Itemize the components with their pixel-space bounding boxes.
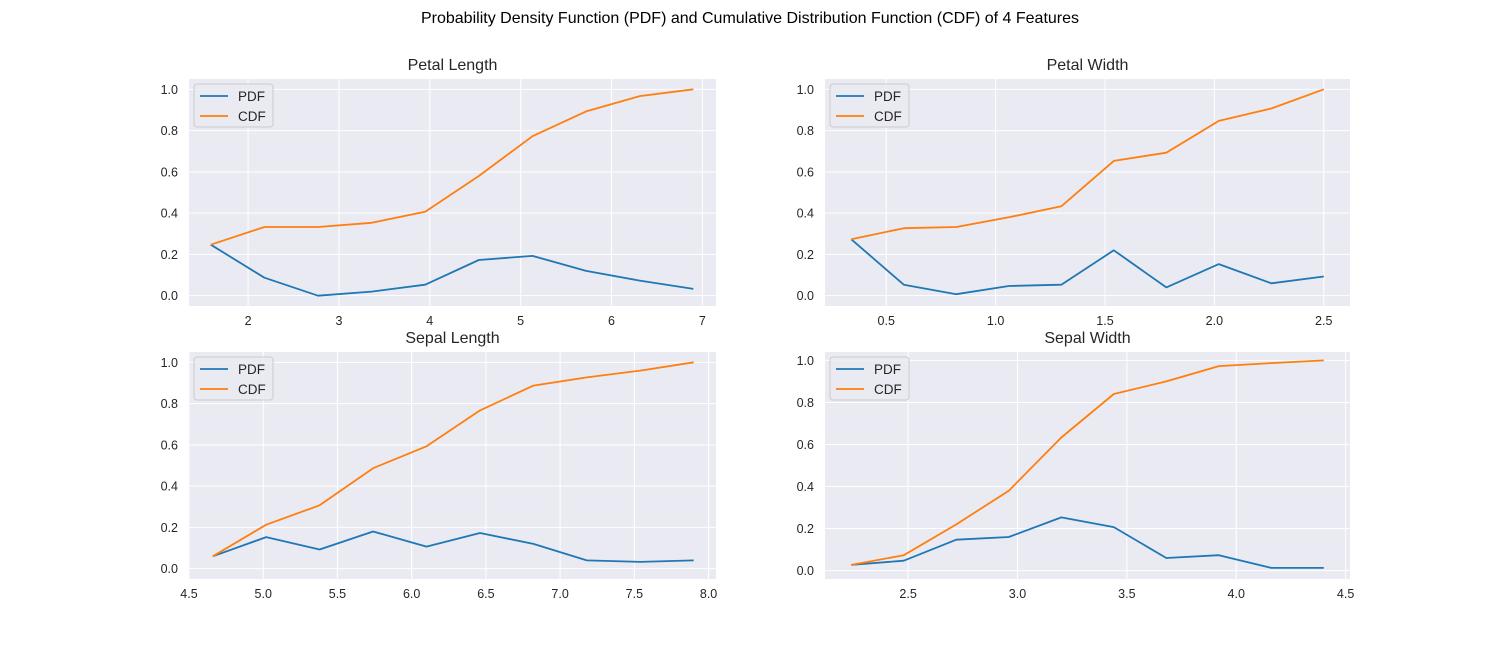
plot-area [825, 352, 1350, 579]
x-tick-label: 1.0 [987, 314, 1004, 328]
x-tick-label: 3 [335, 314, 342, 328]
y-tick-label: 0.2 [161, 521, 178, 535]
legend: PDF CDF [193, 356, 274, 401]
x-tick-label: 2.5 [1315, 314, 1332, 328]
legend-label-pdf: PDF [238, 89, 265, 104]
panel-petal-length: 2 3 4 5 6 7 0.0 0.2 0.4 0.6 0.8 1.0 Petal Length PDF C… [161, 57, 716, 328]
y-tick-label: 0.4 [797, 207, 814, 221]
x-tick-label: 0.5 [878, 314, 895, 328]
x-tick-label: 4.5 [1337, 587, 1354, 601]
y-tick-label: 0.8 [161, 397, 178, 411]
panel-title: Sepal Width [1044, 330, 1130, 347]
y-tick-label: 0.6 [797, 165, 814, 179]
x-tick-label: 6.5 [477, 587, 494, 601]
x-tick-label: 2.0 [1206, 314, 1223, 328]
legend-label-pdf: PDF [874, 89, 901, 104]
y-tick-label: 1.0 [161, 356, 178, 370]
y-tick-label: 0.6 [797, 438, 814, 452]
series-line-pdf [210, 243, 694, 297]
panel-sepal-width: 2.5 3.0 3.5 4.0 4.5 0.0 0.2 0.4 0.6 0.8 1.0 Sepal W… [797, 330, 1355, 601]
y-tick-label: 0.0 [797, 289, 814, 303]
legend: PDF CDF [829, 356, 910, 401]
series-line-cdf [210, 88, 694, 246]
series-line-pdf [212, 530, 694, 563]
y-tick-label: 0.2 [797, 248, 814, 262]
legend-label-pdf: PDF [238, 362, 265, 377]
y-tick-label: 0.4 [797, 480, 814, 494]
y-tick-label: 0.0 [161, 562, 178, 576]
figure-title: Probability Density Function (PDF) and C… [420, 10, 1080, 27]
legend-label-cdf: CDF [874, 382, 902, 397]
y-tick-label: 0.0 [161, 289, 178, 303]
legend-label-cdf: CDF [874, 109, 902, 124]
y-tick-label: 0.8 [797, 124, 814, 138]
y-tick-label: 0.6 [161, 438, 178, 452]
legend: PDF CDF [829, 83, 910, 128]
x-tick-label: 7.5 [626, 587, 643, 601]
panel-petal-width: 0.5 1.0 1.5 2.0 2.5 0.0 0.2 0.4 0.6 0.8 1.0 Petal W… [797, 57, 1350, 328]
series-line-cdf [212, 361, 694, 558]
legend-label-cdf: CDF [238, 109, 266, 124]
x-tick-label: 6.0 [403, 587, 420, 601]
legend-label-cdf: CDF [238, 382, 266, 397]
panel-title: Sepal Length [405, 330, 499, 347]
x-tick-label: 4 [426, 314, 433, 328]
legend: PDF CDF [193, 83, 274, 128]
panel-title: Petal Length [408, 57, 498, 74]
legend-label-pdf: PDF [874, 362, 901, 377]
y-tick-label: 0.6 [161, 165, 178, 179]
x-tick-label: 7.0 [551, 587, 568, 601]
x-tick-label: 2.5 [899, 587, 916, 601]
panel-title: Petal Width [1047, 57, 1129, 74]
y-tick-label: 1.0 [797, 354, 814, 368]
x-tick-label: 5.5 [329, 587, 346, 601]
y-tick-label: 0.4 [161, 480, 178, 494]
x-tick-label: 3.0 [1009, 587, 1026, 601]
y-tick-label: 1.0 [161, 83, 178, 97]
x-tick-label: 8.0 [700, 587, 717, 601]
panel-sepal-length: 4.5 5.0 5.5 6.0 6.5 7.0 7.5 8.0 0.0 0.2 0.4 0.6 0.8 1… [161, 330, 718, 601]
y-tick-label: 0.0 [797, 564, 814, 578]
x-tick-label: 4.0 [1228, 587, 1245, 601]
y-tick-label: 0.2 [161, 248, 178, 262]
x-tick-label: 6 [608, 314, 615, 328]
series-line-cdf [851, 359, 1324, 566]
x-tick-label: 7 [699, 314, 706, 328]
x-tick-label: 5 [517, 314, 524, 328]
y-tick-label: 0.2 [797, 522, 814, 536]
x-tick-label: 1.5 [1096, 314, 1113, 328]
series-line-pdf [850, 238, 1324, 296]
y-tick-label: 0.4 [161, 207, 178, 221]
series-line-pdf [851, 516, 1324, 569]
x-tick-label: 3.5 [1118, 587, 1135, 601]
y-tick-label: 0.8 [161, 124, 178, 138]
x-tick-label: 5.0 [255, 587, 272, 601]
x-tick-label: 4.5 [180, 587, 197, 601]
y-tick-label: 0.8 [797, 396, 814, 410]
y-tick-label: 1.0 [797, 83, 814, 97]
plot-area [189, 352, 716, 579]
series-line-cdf [851, 88, 1325, 241]
x-tick-label: 2 [245, 314, 252, 328]
